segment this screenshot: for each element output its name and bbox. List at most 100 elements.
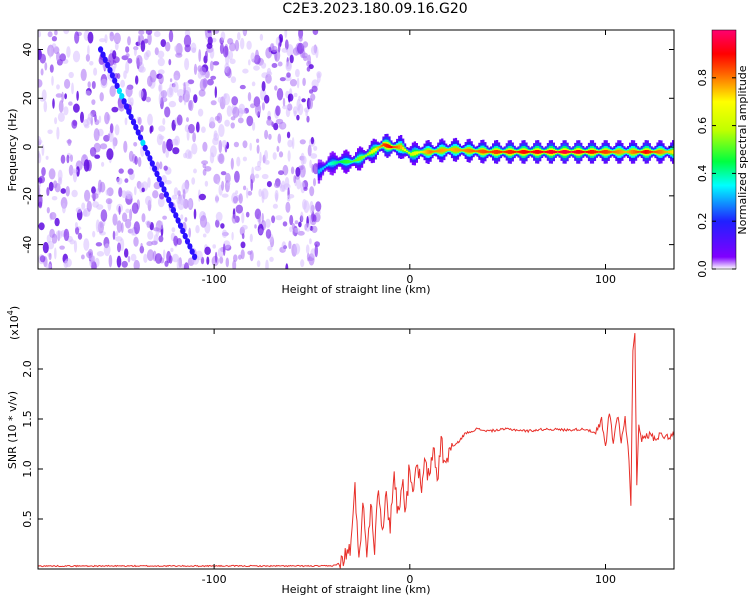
streak-blob: [166, 196, 172, 203]
noise-blob: [258, 188, 263, 197]
noise-blob: [82, 209, 88, 217]
top-x-axis-label: Height of straight line (km): [281, 283, 430, 296]
noise-blob: [293, 92, 298, 98]
ridge-cell: [462, 149, 465, 152]
streak-blob: [177, 222, 184, 229]
noise-blob: [174, 45, 178, 52]
noise-blob: [245, 211, 250, 218]
ridge-cell: [542, 151, 546, 153]
noise-blob: [80, 68, 87, 81]
noise-blob: [197, 108, 204, 117]
noise-blob: [154, 253, 163, 264]
ridge-cell: [454, 147, 458, 152]
noise-blob: [46, 187, 50, 196]
streak-blob: [116, 87, 122, 95]
noise-blob: [118, 205, 121, 215]
noise-blob: [114, 124, 120, 136]
ridge-cell: [331, 161, 334, 166]
noise-blob: [75, 207, 82, 213]
top-x-tick-label: 100: [595, 273, 616, 286]
noise-blob: [99, 143, 108, 150]
ridge-cell: [494, 150, 497, 154]
ridge-cell: [619, 150, 622, 154]
noise-blob: [158, 125, 166, 132]
noise-blob: [206, 78, 214, 86]
noise-blob: [120, 238, 125, 251]
streak-blob: [135, 129, 141, 136]
noise-blob: [114, 42, 119, 51]
noise-blob: [231, 96, 239, 106]
noise-blob: [116, 177, 123, 185]
noise-blob: [166, 138, 174, 152]
noise-blob: [284, 177, 290, 188]
noise-blob: [55, 230, 63, 240]
noise-blob: [166, 87, 174, 98]
colorbar-label: Normalized spectral amplitude: [736, 65, 749, 234]
ridge-cell: [423, 150, 426, 154]
noise-blob: [109, 31, 115, 42]
noise-blob: [127, 96, 132, 103]
noise-blob: [202, 141, 208, 152]
noise-blob: [112, 213, 118, 226]
noise-blob: [48, 168, 56, 180]
noise-blob: [221, 140, 227, 148]
noise-blob: [162, 215, 168, 220]
noise-blob: [150, 125, 154, 133]
ridge-cell: [345, 159, 348, 164]
ridge-cell: [364, 154, 368, 157]
noise-blob: [86, 200, 92, 212]
noise-blob: [95, 242, 103, 247]
noise-blob: [123, 140, 128, 153]
ridge-cell: [621, 150, 624, 154]
noise-blob: [188, 100, 192, 111]
ridge-cell: [441, 148, 444, 153]
noise-blob: [193, 94, 198, 104]
ridge-cell: [349, 160, 352, 163]
noise-blob: [210, 100, 217, 106]
ridge-cell: [474, 150, 477, 152]
diagonal-streak: [98, 46, 198, 260]
noise-blob: [251, 166, 255, 178]
ridge-cell: [521, 150, 524, 154]
ridge-cell: [374, 147, 377, 152]
noise-blob: [44, 62, 48, 71]
noise-blob: [177, 198, 185, 211]
noise-blob: [241, 212, 245, 224]
noise-blob: [54, 183, 61, 193]
noise-blob: [97, 179, 103, 193]
noise-blob: [60, 188, 67, 194]
noise-blob: [242, 140, 248, 149]
noise-blob: [152, 227, 160, 232]
noise-blob: [310, 45, 317, 56]
noise-blob: [77, 232, 83, 240]
y-multiplier-label: (x104): [6, 306, 21, 340]
noise-blob: [218, 153, 225, 165]
noise-blob: [309, 159, 312, 169]
noise-blob: [64, 78, 71, 89]
noise-blob: [214, 251, 218, 264]
noise-blob: [277, 133, 282, 144]
noise-blob: [152, 190, 159, 199]
noise-blob: [121, 190, 127, 199]
noise-blob: [235, 190, 239, 195]
noise-blob: [296, 114, 300, 121]
noise-blob: [51, 36, 58, 42]
noise-blob: [216, 112, 223, 124]
noise-blob: [274, 85, 278, 91]
noise-blob: [261, 173, 269, 180]
noise-blob: [99, 92, 104, 102]
ridge-cell: [670, 150, 673, 154]
ridge-cell: [585, 151, 589, 153]
noise-blob: [143, 253, 148, 263]
noise-blob: [232, 106, 240, 118]
ridge-cell: [341, 160, 344, 163]
top-y-tick-label: -40: [21, 236, 34, 254]
ridge-cell: [466, 148, 469, 153]
noise-blob: [220, 31, 226, 41]
noise-blob: [210, 75, 217, 80]
noise-blob: [66, 46, 71, 58]
noise-blob: [123, 70, 127, 79]
ridge-cell: [589, 150, 593, 154]
ridge-cell: [351, 160, 354, 163]
noise-blob: [158, 93, 162, 105]
